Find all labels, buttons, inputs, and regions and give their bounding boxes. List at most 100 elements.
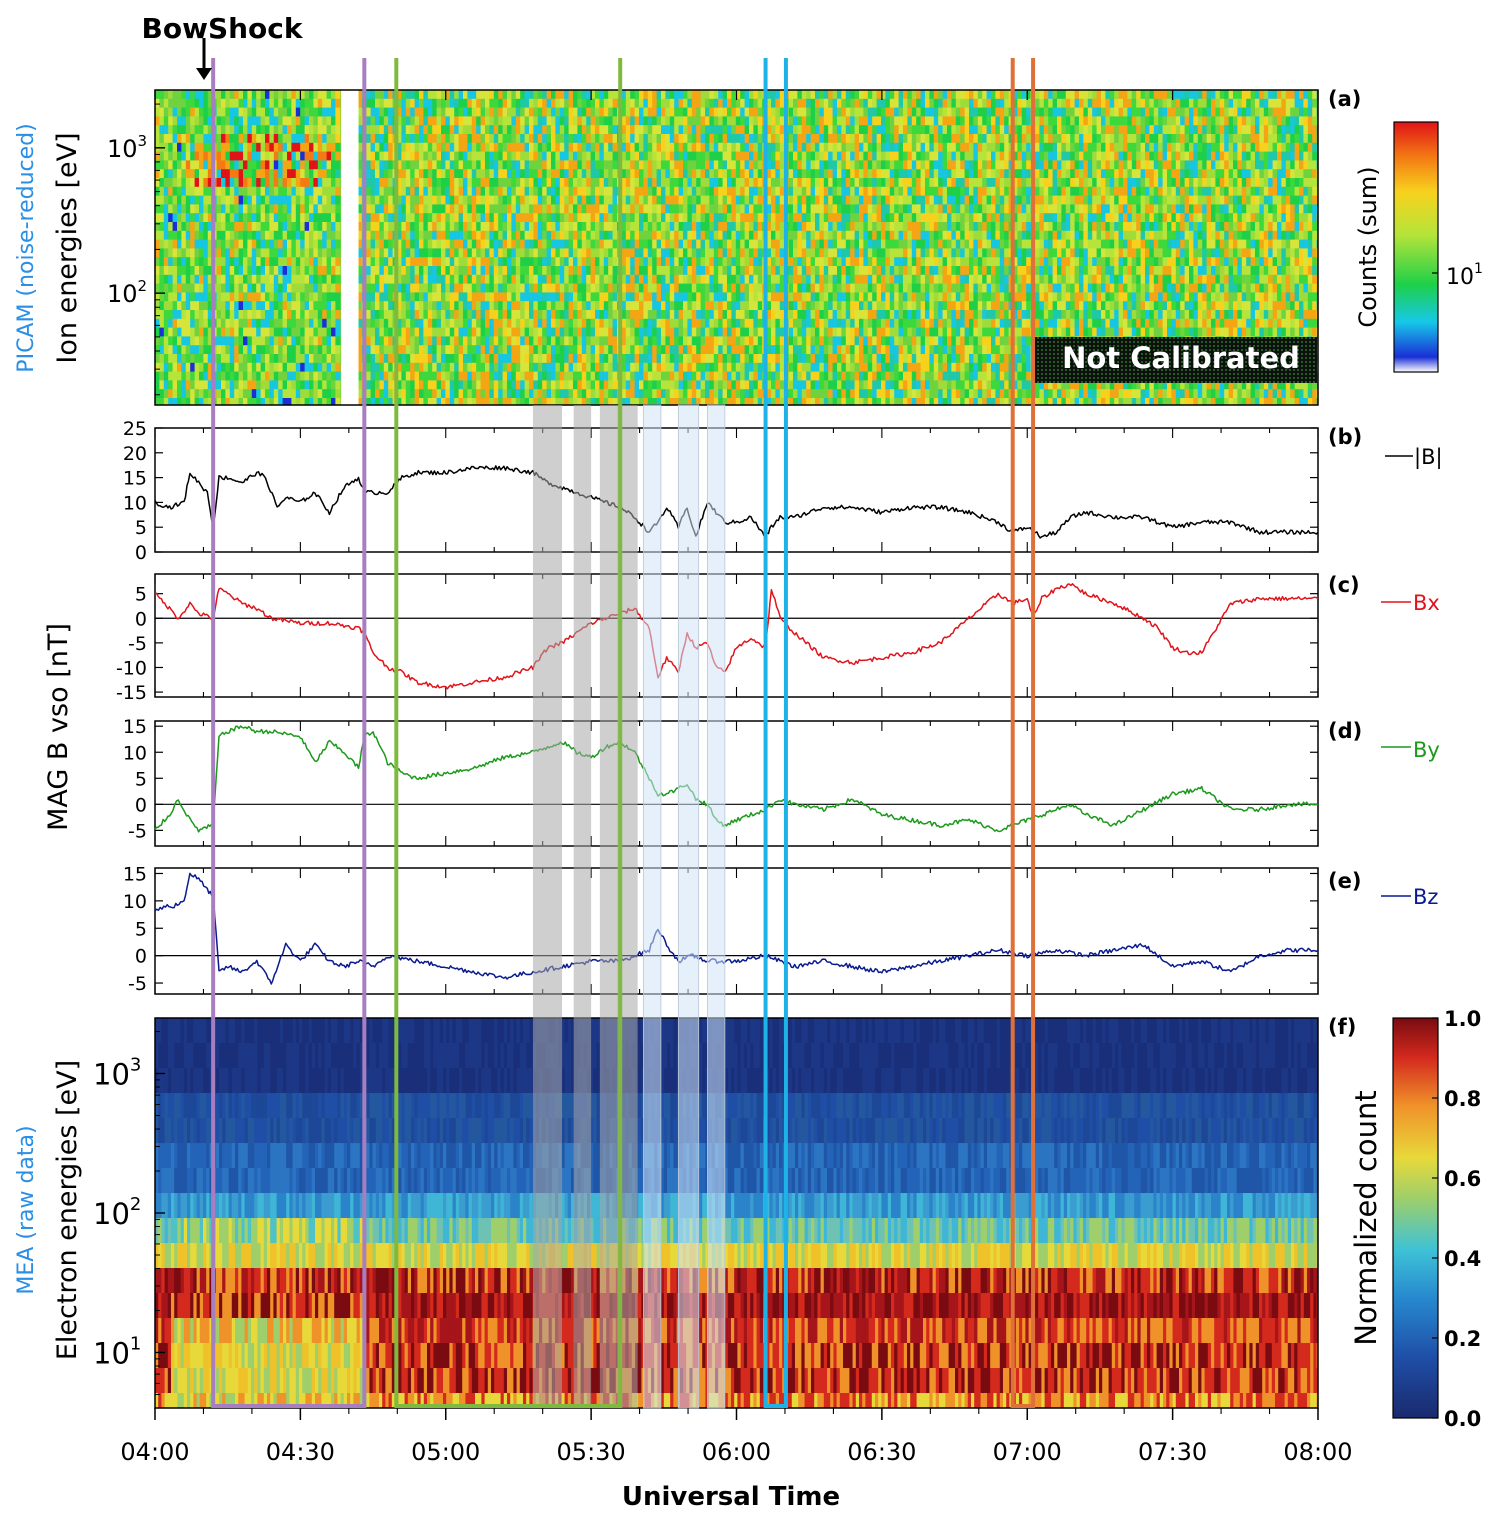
ion-cell	[177, 398, 182, 405]
ion-cell	[498, 134, 504, 144]
ion-cell	[480, 134, 486, 144]
ion-cell	[643, 169, 649, 179]
ion-cell	[665, 98, 671, 109]
ion-cell	[595, 398, 600, 405]
ion-cell	[683, 389, 688, 399]
ion-cell	[590, 283, 596, 293]
ion-cell	[691, 310, 697, 320]
ion-cell	[441, 239, 446, 249]
ion-cell	[225, 283, 231, 293]
ion-cell	[375, 230, 380, 241]
ion-cell	[383, 398, 389, 405]
ion-cell	[511, 169, 517, 179]
ion-cell	[436, 301, 442, 311]
ion-cell	[388, 195, 394, 205]
ion-cell	[383, 371, 389, 381]
ion-cell	[445, 266, 451, 276]
ion-cell	[731, 292, 737, 302]
ion-cell	[744, 195, 750, 205]
ion-cell	[735, 160, 741, 170]
ion-cell	[568, 336, 574, 346]
ion-cell	[379, 292, 385, 302]
ion-cell	[467, 107, 473, 117]
ion-cell	[735, 301, 741, 311]
ion-cell	[480, 398, 486, 405]
ion-cell	[529, 362, 534, 373]
ion-cell	[375, 116, 380, 126]
ion-cell	[718, 310, 724, 320]
ion-cell	[300, 169, 306, 179]
ion-cell	[603, 336, 609, 346]
ion-cell	[661, 301, 666, 311]
ion-cell	[414, 354, 420, 364]
ion-cell	[260, 160, 266, 170]
ion-cell	[243, 90, 248, 100]
ion-cell	[155, 345, 160, 355]
ion-cell	[744, 222, 750, 232]
ion-cell	[458, 195, 464, 205]
ion-cell	[546, 222, 552, 232]
ion-cell	[555, 345, 561, 355]
ion-cell	[458, 178, 464, 188]
ion-cell	[586, 248, 592, 258]
ion-cell	[326, 362, 332, 373]
ion-cell	[300, 283, 306, 293]
ion-cell	[357, 266, 363, 276]
ion-cell	[313, 98, 319, 109]
ion-cell	[282, 160, 288, 170]
ion-cell	[722, 398, 728, 405]
ion-cell	[612, 98, 618, 109]
ion-cell	[194, 354, 200, 364]
ion-cell	[586, 90, 592, 100]
ion-cell	[243, 134, 248, 144]
ion-cell	[700, 125, 706, 135]
ion-cell	[335, 222, 341, 232]
ion-cell	[322, 292, 328, 302]
ion-cell	[678, 98, 684, 109]
ion-cell	[678, 345, 684, 355]
ion-cell	[599, 310, 605, 320]
ion-cell	[727, 98, 732, 109]
ion-cell	[595, 354, 600, 364]
ion-cell	[203, 230, 209, 241]
ion-cell	[326, 301, 332, 311]
ion-cell	[735, 327, 741, 337]
ion-cell	[581, 292, 587, 302]
ion-cell	[551, 169, 556, 179]
ion-cell	[375, 213, 380, 223]
ion-cell	[295, 195, 301, 205]
ion-cell	[555, 142, 561, 153]
ion-cell	[480, 310, 486, 320]
ion-cell	[172, 116, 178, 126]
ion-cell	[172, 327, 178, 337]
ion-cell	[766, 230, 772, 241]
ion-cell	[282, 318, 288, 329]
ion-cell	[436, 266, 442, 276]
ion-cell	[313, 398, 319, 405]
ion-cell	[529, 274, 534, 285]
ion-cell	[555, 125, 561, 135]
ion-cell	[278, 107, 284, 117]
ion-cell	[375, 274, 380, 285]
ion-cell	[229, 301, 235, 311]
ion-cell	[423, 107, 429, 117]
ion-cell	[669, 142, 675, 153]
ion-cell	[577, 195, 583, 205]
ion-cell	[577, 362, 583, 373]
ion-cell	[599, 389, 605, 399]
ion-cell	[414, 160, 420, 170]
ion-cell	[159, 107, 165, 117]
ion-cell	[291, 178, 297, 188]
ion-cell	[542, 230, 548, 241]
ion-cell	[326, 248, 332, 258]
ion-cell	[155, 283, 160, 293]
ion-cell	[599, 248, 605, 258]
ion-cell	[542, 222, 548, 232]
ion-cell	[581, 345, 587, 355]
ion-cell	[766, 125, 772, 135]
ion-cell	[603, 239, 609, 249]
ion-cell	[207, 90, 213, 100]
ion-cell	[229, 292, 235, 302]
ion-cell	[441, 222, 446, 232]
ion-cell	[401, 274, 407, 285]
